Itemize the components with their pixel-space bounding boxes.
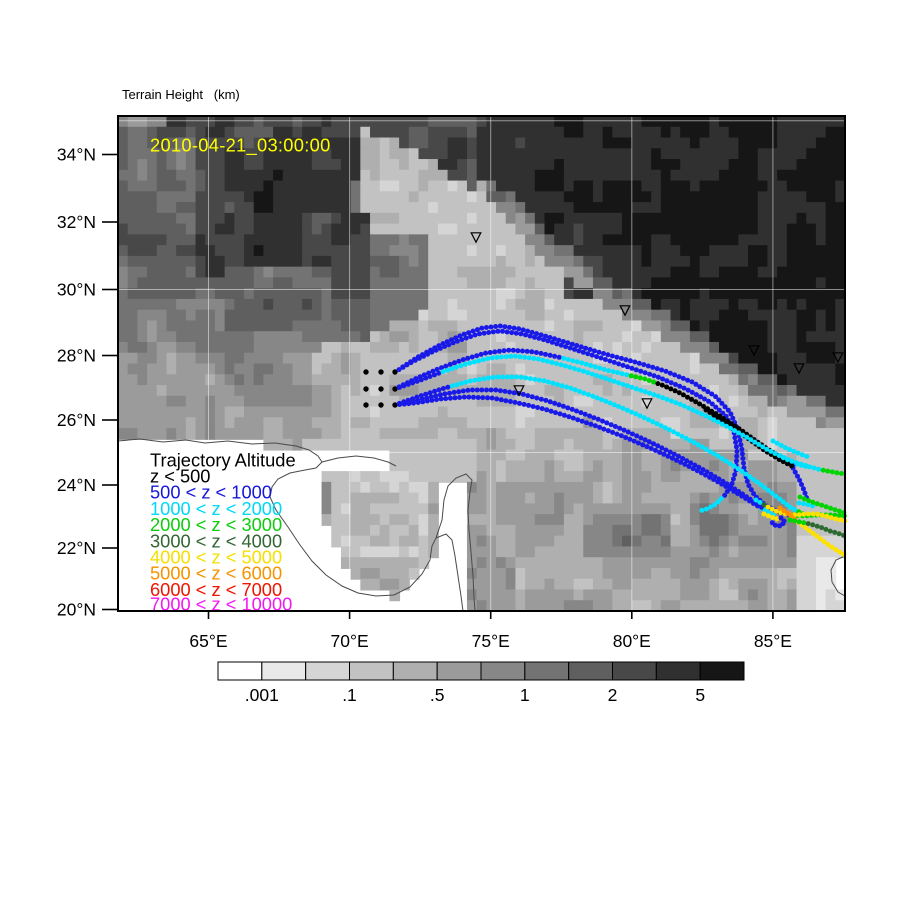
svg-text:7000 < z < 10000: 7000 < z < 10000 [150, 594, 292, 615]
svg-text:2: 2 [608, 685, 618, 705]
svg-text:2010-04-21_03:00:00: 2010-04-21_03:00:00 [150, 135, 331, 157]
svg-text:34°N: 34°N [57, 145, 96, 165]
svg-text:28°N: 28°N [57, 346, 96, 366]
svg-text:5000 < z < 6000: 5000 < z < 6000 [150, 563, 282, 584]
svg-text:Trajectory Altitude: Trajectory Altitude [150, 450, 296, 471]
svg-text:2000 < z < 3000: 2000 < z < 3000 [150, 514, 282, 535]
svg-text:z < 500: z < 500 [150, 466, 210, 487]
svg-text:85°E: 85°E [754, 631, 792, 651]
svg-text:.001: .001 [245, 685, 279, 705]
svg-text:75°E: 75°E [472, 631, 510, 651]
svg-text:32°N: 32°N [57, 212, 96, 232]
svg-text:3000 < z < 4000: 3000 < z < 4000 [150, 530, 282, 551]
svg-text:6000 < z < 7000: 6000 < z < 7000 [150, 579, 282, 600]
svg-text:500 < z < 1000: 500 < z < 1000 [150, 482, 272, 503]
svg-text:.1: .1 [342, 685, 357, 705]
svg-text:.5: .5 [430, 685, 445, 705]
svg-text:4000 < z < 5000: 4000 < z < 5000 [150, 547, 282, 568]
svg-text:5: 5 [695, 685, 705, 705]
svg-text:1000 < z < 2000: 1000 < z < 2000 [150, 498, 282, 519]
svg-text:24°N: 24°N [57, 475, 96, 495]
svg-text:20°N: 20°N [57, 600, 96, 620]
svg-text:80°E: 80°E [613, 631, 651, 651]
svg-text:1: 1 [520, 685, 530, 705]
svg-text:65°E: 65°E [189, 631, 227, 651]
svg-text:70°E: 70°E [331, 631, 369, 651]
svg-text:26°N: 26°N [57, 410, 96, 430]
svg-text:30°N: 30°N [57, 280, 96, 300]
svg-text:22°N: 22°N [57, 538, 96, 558]
svg-text:Terrain Height (km): Terrain Height (km) [122, 87, 240, 102]
